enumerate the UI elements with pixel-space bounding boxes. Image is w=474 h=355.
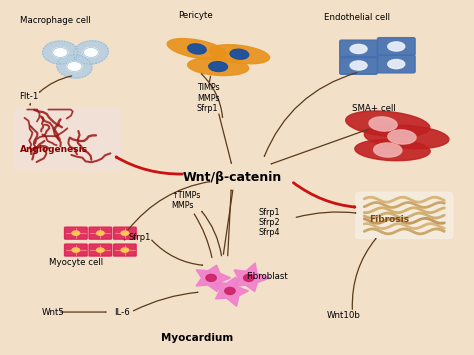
- FancyBboxPatch shape: [89, 244, 112, 256]
- Text: Wnt10b: Wnt10b: [327, 311, 360, 320]
- Text: MMPs: MMPs: [197, 94, 219, 103]
- Ellipse shape: [53, 48, 68, 58]
- Ellipse shape: [209, 45, 270, 64]
- Ellipse shape: [188, 44, 206, 54]
- Text: Sfrp1: Sfrp1: [197, 104, 219, 113]
- Text: TIMPs: TIMPs: [197, 83, 219, 92]
- FancyBboxPatch shape: [114, 244, 136, 256]
- Ellipse shape: [43, 41, 78, 64]
- Polygon shape: [214, 277, 248, 306]
- Ellipse shape: [73, 41, 109, 64]
- Ellipse shape: [365, 125, 449, 149]
- FancyBboxPatch shape: [64, 244, 87, 256]
- Text: ↑TIMPs: ↑TIMPs: [171, 191, 201, 200]
- Ellipse shape: [167, 39, 227, 59]
- Ellipse shape: [374, 143, 402, 157]
- FancyBboxPatch shape: [14, 108, 120, 170]
- Text: Sfrp1: Sfrp1: [128, 233, 151, 242]
- Ellipse shape: [72, 248, 80, 252]
- Text: SMA+ cell: SMA+ cell: [353, 104, 396, 113]
- Ellipse shape: [350, 44, 367, 54]
- FancyBboxPatch shape: [377, 38, 415, 55]
- Text: IL-6: IL-6: [115, 307, 130, 317]
- Ellipse shape: [346, 111, 430, 137]
- FancyBboxPatch shape: [64, 227, 87, 239]
- Text: Macrophage cell: Macrophage cell: [20, 16, 91, 25]
- Ellipse shape: [225, 288, 235, 294]
- Text: Fibrosis: Fibrosis: [369, 215, 409, 224]
- Text: Wnt/β-catenin: Wnt/β-catenin: [182, 171, 282, 184]
- Text: Fibroblast: Fibroblast: [246, 272, 288, 281]
- Text: Myocardium: Myocardium: [161, 333, 233, 343]
- Ellipse shape: [230, 49, 249, 59]
- Ellipse shape: [97, 231, 104, 235]
- Text: MMPs: MMPs: [171, 201, 193, 210]
- FancyBboxPatch shape: [340, 57, 377, 74]
- Ellipse shape: [388, 130, 416, 144]
- Text: Pericyte: Pericyte: [178, 11, 213, 20]
- Text: Sfrp1: Sfrp1: [258, 208, 280, 217]
- Ellipse shape: [121, 231, 128, 235]
- Ellipse shape: [97, 248, 104, 252]
- FancyBboxPatch shape: [340, 40, 377, 58]
- Ellipse shape: [244, 274, 254, 282]
- Polygon shape: [233, 263, 270, 291]
- Ellipse shape: [57, 55, 92, 78]
- Ellipse shape: [121, 248, 128, 252]
- Polygon shape: [196, 265, 230, 292]
- Ellipse shape: [350, 61, 367, 70]
- Ellipse shape: [206, 274, 216, 282]
- FancyBboxPatch shape: [377, 55, 415, 73]
- Ellipse shape: [388, 60, 405, 69]
- Ellipse shape: [188, 58, 249, 76]
- Ellipse shape: [209, 62, 228, 71]
- Text: Wnt5: Wnt5: [41, 307, 64, 317]
- FancyBboxPatch shape: [114, 227, 136, 239]
- Ellipse shape: [67, 62, 82, 71]
- Ellipse shape: [72, 231, 80, 235]
- Text: Myocyte cell: Myocyte cell: [48, 258, 103, 267]
- Ellipse shape: [355, 140, 430, 161]
- Ellipse shape: [369, 117, 397, 131]
- FancyBboxPatch shape: [89, 227, 112, 239]
- Ellipse shape: [83, 48, 99, 58]
- Text: Angiogenesis: Angiogenesis: [20, 145, 88, 154]
- Text: Endothelial cell: Endothelial cell: [324, 13, 390, 22]
- Text: Flt-1: Flt-1: [19, 92, 39, 101]
- FancyBboxPatch shape: [356, 192, 453, 239]
- Text: Sfrp4: Sfrp4: [258, 228, 280, 237]
- Ellipse shape: [388, 42, 405, 51]
- Text: Sfrp2: Sfrp2: [258, 218, 280, 227]
